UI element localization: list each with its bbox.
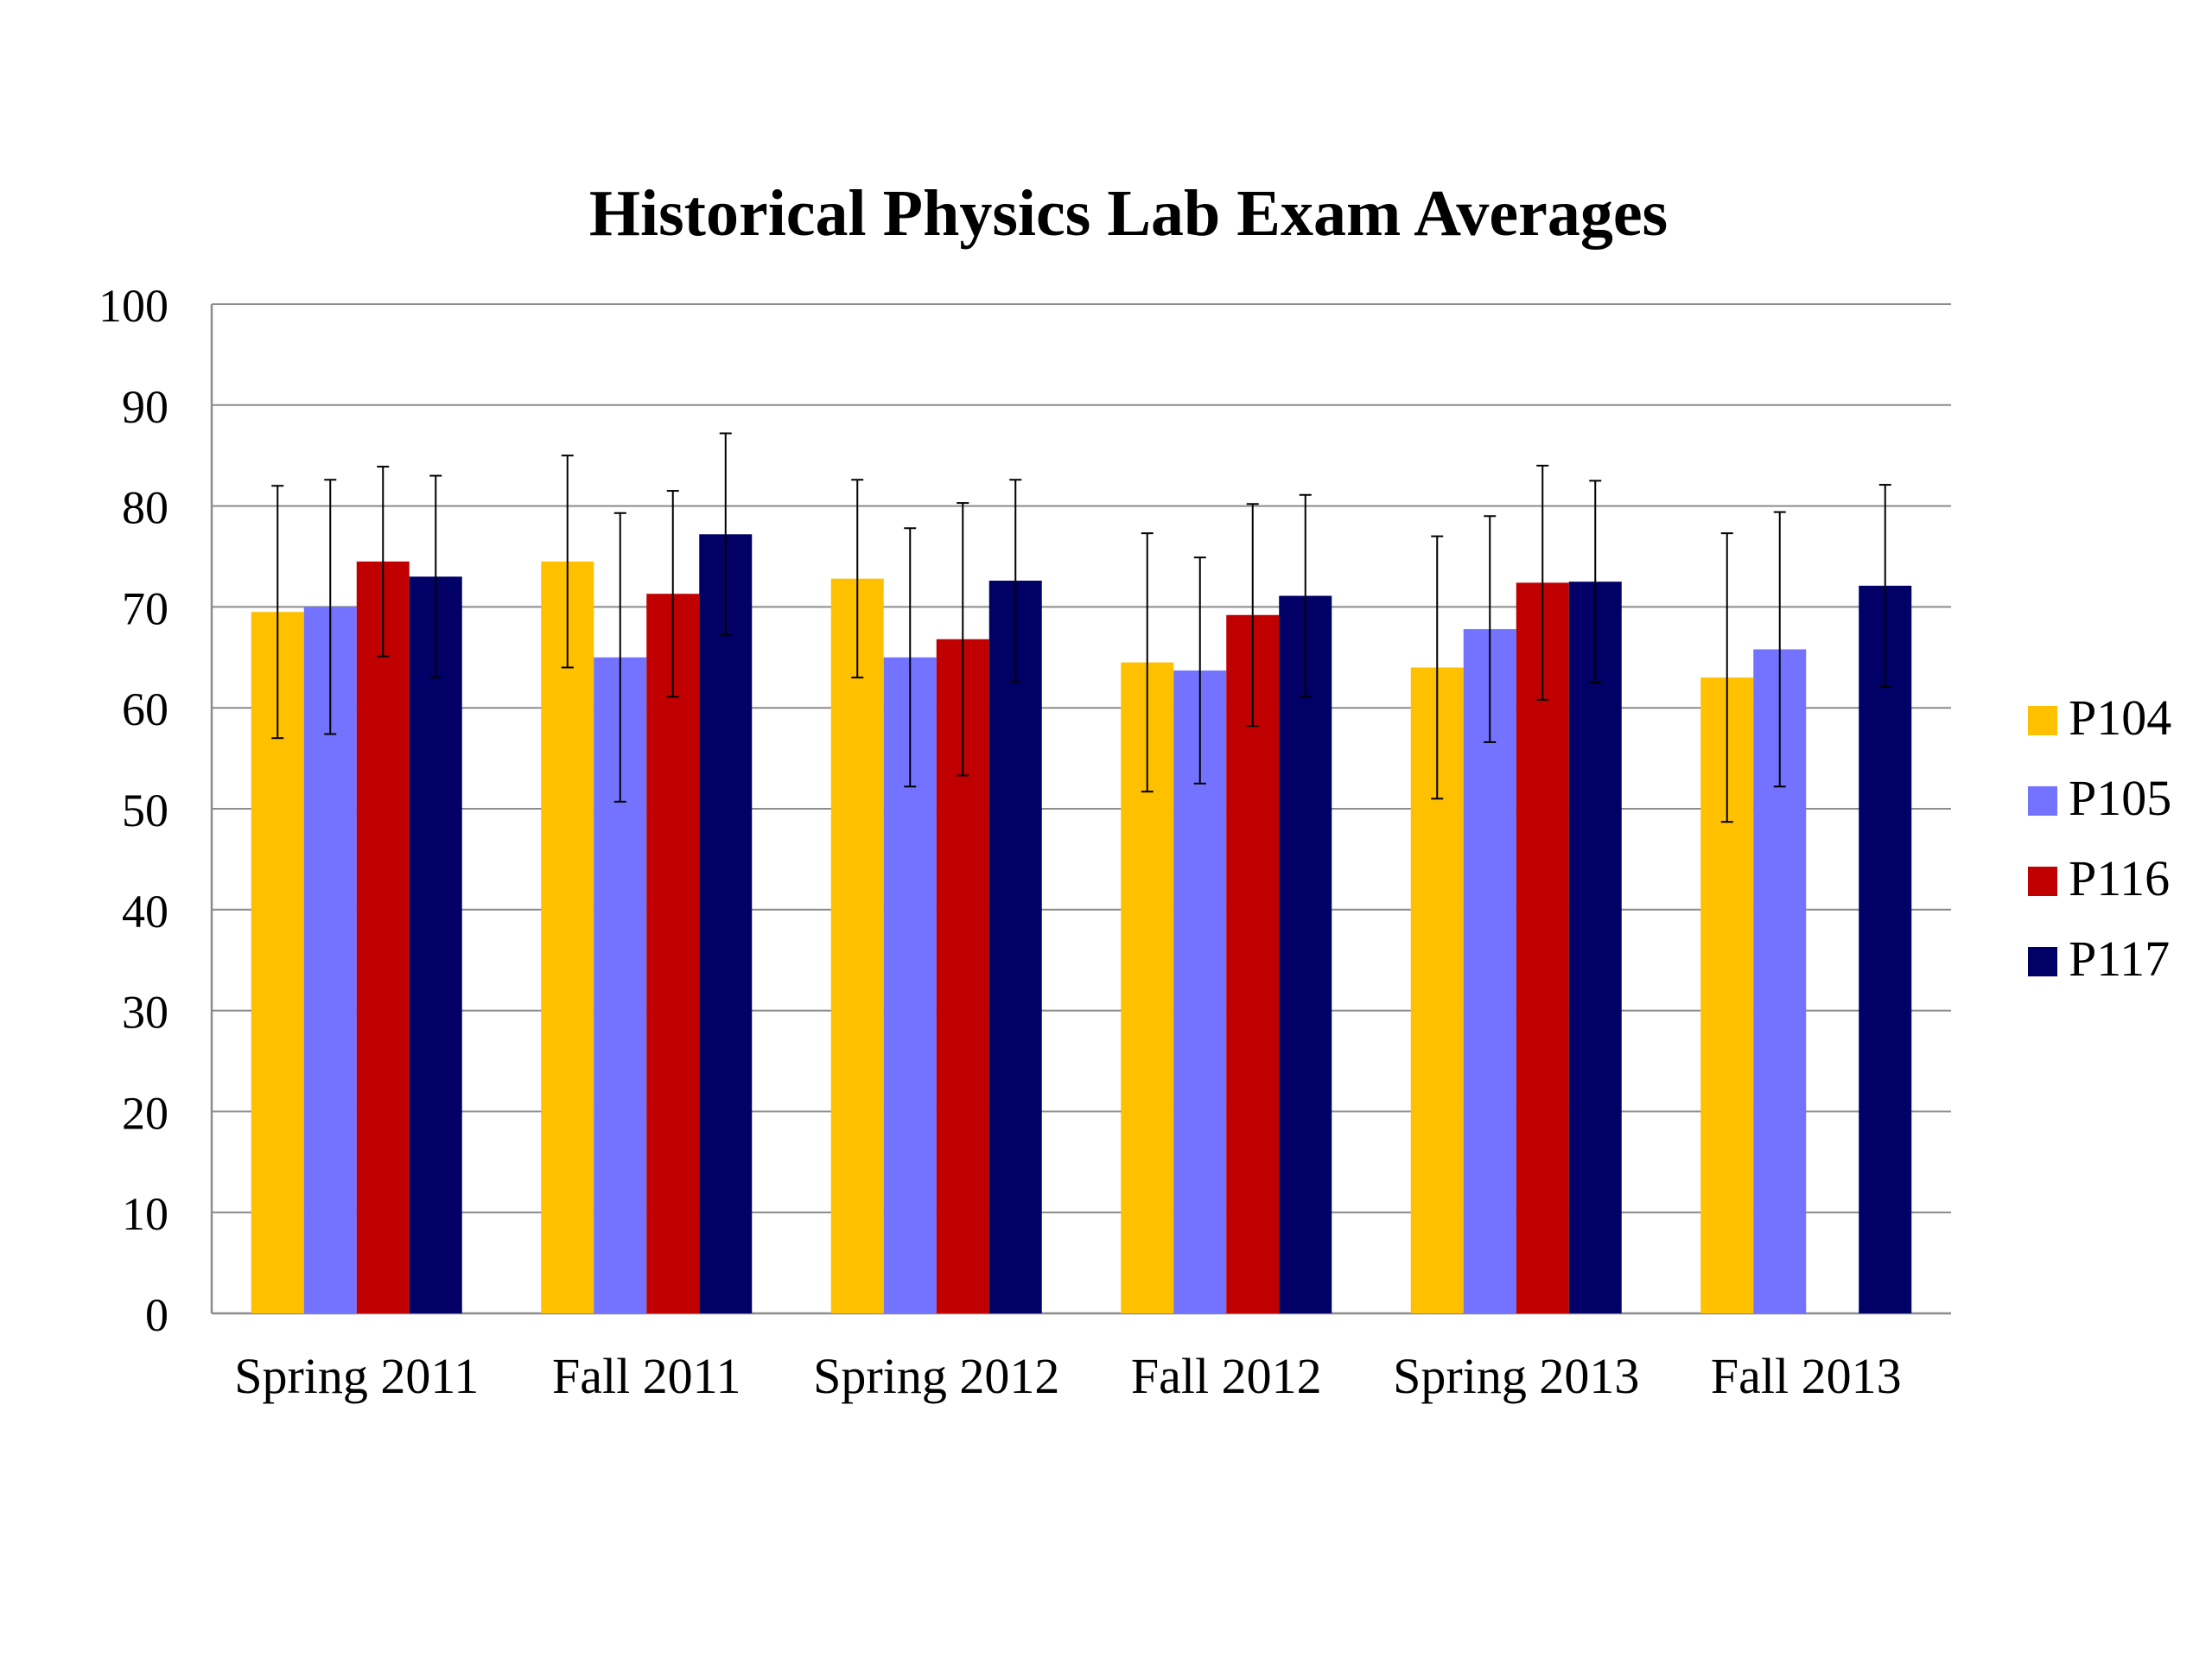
bar-p104 — [830, 578, 884, 1313]
bar-p117 — [1568, 582, 1622, 1313]
legend-label: P104 — [2069, 690, 2171, 746]
y-tick-label: 40 — [122, 886, 168, 938]
y-tick-label: 100 — [99, 280, 168, 332]
bar-p104 — [541, 561, 594, 1313]
y-axis-ticks: 0 10 20 30 40 50 60 70 80 90 100 — [99, 280, 168, 1341]
bar-p117 — [988, 581, 1042, 1313]
bar-p117 — [699, 534, 753, 1313]
x-axis-ticks: Spring 2011 Fall 2011 Spring 2012 Fall 2012… — [234, 1348, 1901, 1404]
bar-p105 — [1463, 629, 1516, 1313]
bar-p116 — [646, 594, 700, 1313]
bar-p116 — [356, 561, 410, 1313]
y-tick-label: 70 — [122, 582, 168, 634]
y-tick-label: 80 — [122, 482, 168, 534]
legend-swatch-p116 — [2028, 867, 2057, 896]
bars — [251, 534, 1912, 1313]
y-tick-label: 0 — [145, 1289, 168, 1341]
bar-p117 — [1279, 595, 1332, 1313]
legend-label: P117 — [2069, 931, 2170, 987]
x-tick-label: Spring 2013 — [1393, 1348, 1639, 1404]
chart-title: Historical Physics Lab Exam Averages — [589, 177, 1668, 250]
x-tick-label: Spring 2012 — [813, 1348, 1059, 1404]
gridlines — [212, 303, 1951, 1214]
legend-label: P105 — [2069, 770, 2171, 826]
legend-label: P116 — [2069, 850, 2170, 906]
y-tick-label: 20 — [122, 1087, 168, 1139]
x-tick-label: Spring 2011 — [234, 1348, 479, 1404]
bar-p116 — [1226, 614, 1280, 1313]
y-tick-label: 60 — [122, 683, 168, 735]
bar-p117 — [1859, 585, 1912, 1313]
bar-p117 — [409, 576, 462, 1313]
bar-p116 — [1516, 582, 1569, 1313]
y-tick-label: 90 — [122, 381, 168, 433]
x-tick-label: Fall 2012 — [1131, 1348, 1322, 1404]
legend: P104 P105 P116 P117 — [2028, 690, 2171, 987]
y-tick-label: 50 — [122, 785, 168, 836]
y-tick-label: 10 — [122, 1188, 168, 1240]
x-tick-label: Fall 2011 — [552, 1348, 741, 1404]
error-bars — [271, 432, 1891, 823]
legend-swatch-p117 — [2028, 947, 2057, 976]
x-tick-label: Fall 2013 — [1711, 1348, 1902, 1404]
legend-swatch-p104 — [2028, 706, 2057, 735]
y-tick-label: 30 — [122, 987, 168, 1039]
axes — [210, 304, 1951, 1315]
legend-swatch-p105 — [2028, 786, 2057, 816]
